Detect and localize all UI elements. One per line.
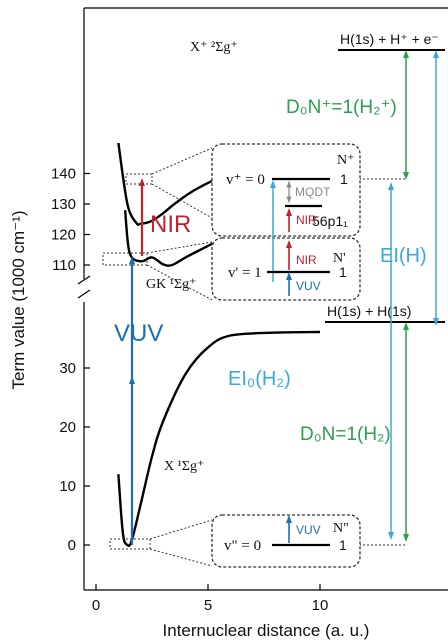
inset-nir-label-top: NIR: [296, 213, 317, 227]
zoom-box-mid: [102, 252, 148, 266]
inset-rydberg-label: 56p1₁: [312, 213, 348, 229]
y-tick-label-3: 30: [59, 360, 76, 377]
x-tick-label-2: 10: [312, 597, 329, 614]
inset-top: [211, 143, 361, 237]
inset-vuv-label-mid: VUV: [296, 279, 321, 293]
connector-bottom-a: [149, 519, 213, 540]
inset-mid: [211, 237, 361, 301]
connector-mid-b: [146, 264, 213, 301]
y-tick-label-7: 140: [51, 166, 76, 183]
inset-one-a-label: 1: [340, 171, 348, 187]
inset-nplus-label: N⁺: [337, 153, 355, 168]
d0-ion-label: D₀N⁺=1(H₂⁺): [286, 97, 397, 118]
asymptote-neutral-label: H(1s) + H(1s): [327, 303, 411, 319]
ticks: 0 5 10 0 10 20 30 110 120 130 140: [51, 166, 328, 615]
inset-vdd-label: v" = 0: [224, 538, 261, 554]
inset-mqdt-label: MQDT: [295, 185, 331, 199]
d0-neutral-label: D₀N=1(H₂): [300, 424, 391, 445]
inset-vuv-label-bottom: VUV: [296, 523, 321, 537]
inset-one-b-label: 1: [339, 264, 347, 280]
inset-ndd-label: N": [333, 521, 349, 536]
y-tick-label-5: 120: [51, 227, 76, 244]
ei-h-label: EI(H): [380, 245, 427, 267]
y-axis-title: Term value (1000 cm⁻¹): [9, 210, 28, 389]
x-tick-label-1: 5: [204, 597, 212, 614]
axis-break-mark-1: [77, 275, 91, 285]
curve-x-state: [117, 330, 321, 548]
connector-top-b: [151, 183, 213, 219]
inset-nprime-label: N': [333, 251, 346, 266]
inset-vprime-label: v' = 1: [228, 265, 262, 281]
y-tick-label-6: 130: [51, 196, 76, 213]
y-tick-label-4: 110: [52, 257, 76, 274]
y-tick-label-0: 0: [68, 537, 76, 554]
x-axis-title: Internuclear distance (a. u.): [163, 621, 370, 640]
x-tick-label-0: 0: [92, 597, 100, 614]
zoom-connectors: [102, 147, 405, 567]
zoom-box-top: [125, 173, 153, 185]
y-tick-label-1: 10: [59, 478, 76, 495]
axes-frame: [77, 7, 448, 591]
state-ion-label: X⁺ ²Σg⁺: [190, 40, 238, 55]
inset-one-c-label: 1: [339, 537, 347, 553]
axis-break-mark-2: [77, 289, 91, 299]
inset-bottom: [211, 514, 361, 568]
zoom-box-bottom: [109, 538, 151, 550]
inset-nir-label-mid: NIR: [296, 253, 317, 267]
ei-h2-label: EI₀(H₂): [228, 368, 291, 390]
connector-mid-a: [146, 241, 213, 254]
state-gk-label: GK ¹Σg⁺: [146, 277, 196, 292]
state-x-label: X ¹Σg⁺: [164, 459, 204, 474]
y-tick-label-2: 20: [59, 419, 76, 436]
connector-bottom-b: [149, 548, 213, 567]
connector-top-a: [151, 147, 213, 175]
vuv-label: VUV: [114, 320, 163, 347]
asymptote-ion-label: H(1s) + H⁺ + e⁻: [340, 31, 439, 47]
inset-vplus-label: v⁺ = 0: [226, 172, 265, 188]
nir-label: NIR: [150, 211, 191, 238]
